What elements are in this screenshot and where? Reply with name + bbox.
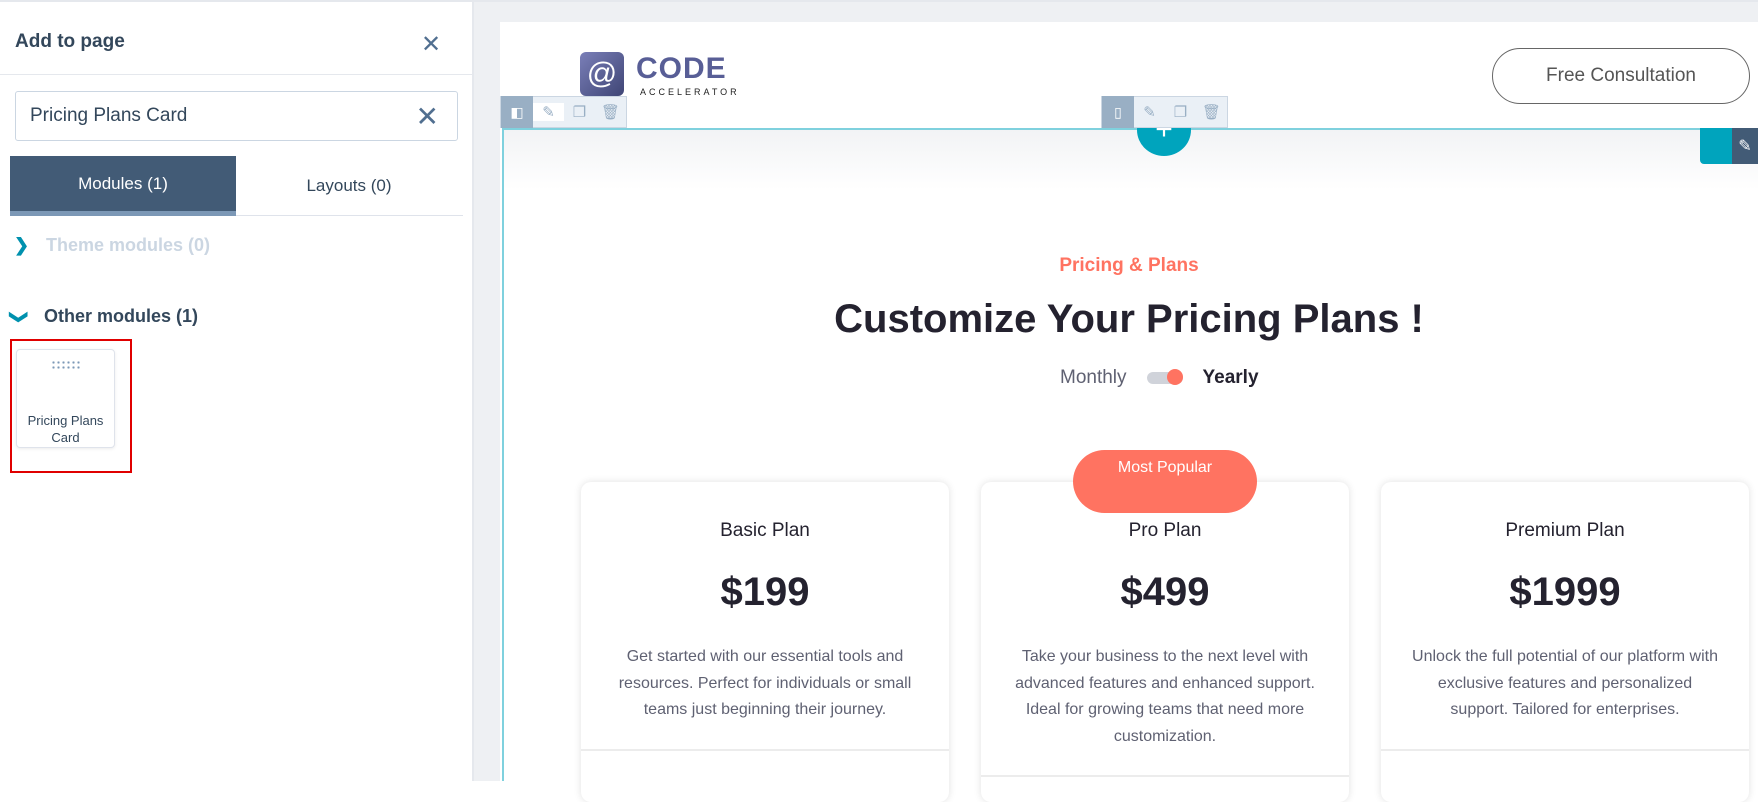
billing-toggle-row: Monthly Yearly [1060, 367, 1259, 389]
tab-layouts[interactable]: Layouts (0) [306, 176, 392, 195]
tab-modules[interactable]: Modules (1) [10, 156, 236, 216]
pricing-tagline: Pricing & Plans [1059, 255, 1199, 276]
plan-description: Take your business to the next level wit… [1015, 648, 1315, 745]
section-label: Theme modules (0) [46, 235, 211, 255]
other-modules-section[interactable]: ❯ Other modules (1) [9, 306, 199, 327]
module-card-pricing-plans[interactable]: Pricing Plans Card [16, 349, 115, 448]
column-toolbar: ▯ ✎ ❐ 🗑 [1101, 96, 1228, 128]
plan-price: $499 [1120, 570, 1210, 614]
pencil-icon[interactable]: ✎ [1143, 104, 1156, 121]
yearly-label[interactable]: Yearly [1202, 367, 1259, 388]
duplicate-icon[interactable]: ❐ [1173, 104, 1188, 121]
add-to-page-panel: Add to page ✕ ✕ Modules (1) Layouts (0) … [0, 0, 474, 781]
most-popular-badge: Most Popular [1073, 450, 1257, 513]
plan-price: $199 [720, 570, 810, 614]
plan-description: Unlock the full potential of our platfor… [1412, 648, 1718, 718]
free-consultation-button[interactable]: Free Consultation [1492, 48, 1750, 104]
logo-word: CODE [636, 52, 727, 85]
plan-name: Premium Plan [1505, 520, 1625, 541]
search-input[interactable] [30, 105, 410, 127]
divider [0, 74, 472, 75]
trash-icon[interactable]: 🗑 [1201, 104, 1222, 121]
pencil-icon[interactable]: ✎ [1732, 128, 1758, 164]
logo-subtitle: ACCELERATOR [640, 87, 740, 97]
section-toolbar: ◧ ✎ ❐ 🗑 [500, 96, 627, 128]
chevron-down-icon: ❯ [9, 309, 30, 325]
highlight-box [10, 339, 132, 473]
plan-name: Basic Plan [720, 520, 810, 541]
close-icon[interactable]: ✕ [421, 31, 442, 58]
divider [1381, 749, 1749, 751]
trash-icon[interactable]: 🗑 [600, 104, 621, 121]
plan-name: Pro Plan [1128, 520, 1202, 541]
chevron-right-icon: ❯ [14, 235, 30, 255]
section-label: Other modules (1) [44, 306, 199, 326]
billing-toggle[interactable] [1146, 369, 1183, 385]
plan-card-premium[interactable]: Premium Plan $1999 Unlock the full poten… [1381, 482, 1749, 802]
duplicate-icon[interactable]: ❐ [572, 104, 587, 121]
tab-bar: Modules (1) Layouts (0) [10, 156, 463, 216]
clear-search-icon[interactable]: ✕ [415, 101, 439, 132]
pricing-headline: Customize Your Pricing Plans ! [834, 297, 1424, 341]
search-field[interactable]: ✕ [15, 91, 458, 141]
panel-title: Add to page [15, 31, 125, 52]
column-layout-icon[interactable]: ▯ [1102, 96, 1134, 128]
monthly-label[interactable]: Monthly [1060, 367, 1127, 388]
section-layout-icon[interactable]: ◧ [501, 96, 533, 128]
drag-handle-icon[interactable] [51, 360, 81, 370]
plan-description: Get started with our essential tools and… [618, 648, 912, 718]
logo-icon: @ [580, 52, 624, 96]
module-card-label: Pricing Plans Card [27, 413, 104, 445]
divider [581, 749, 949, 751]
theme-modules-section[interactable]: ❯ Theme modules (0) [14, 235, 210, 256]
divider [981, 775, 1349, 777]
module-edit-tab[interactable]: ✎ [1700, 128, 1758, 164]
plan-card-pro[interactable]: Pro Plan $499 Take your business to the … [981, 482, 1349, 802]
plan-price: $1999 [1509, 570, 1621, 614]
pencil-icon[interactable]: ✎ [533, 103, 564, 121]
plan-card-basic[interactable]: Basic Plan $199 Get started with our ess… [581, 482, 949, 802]
